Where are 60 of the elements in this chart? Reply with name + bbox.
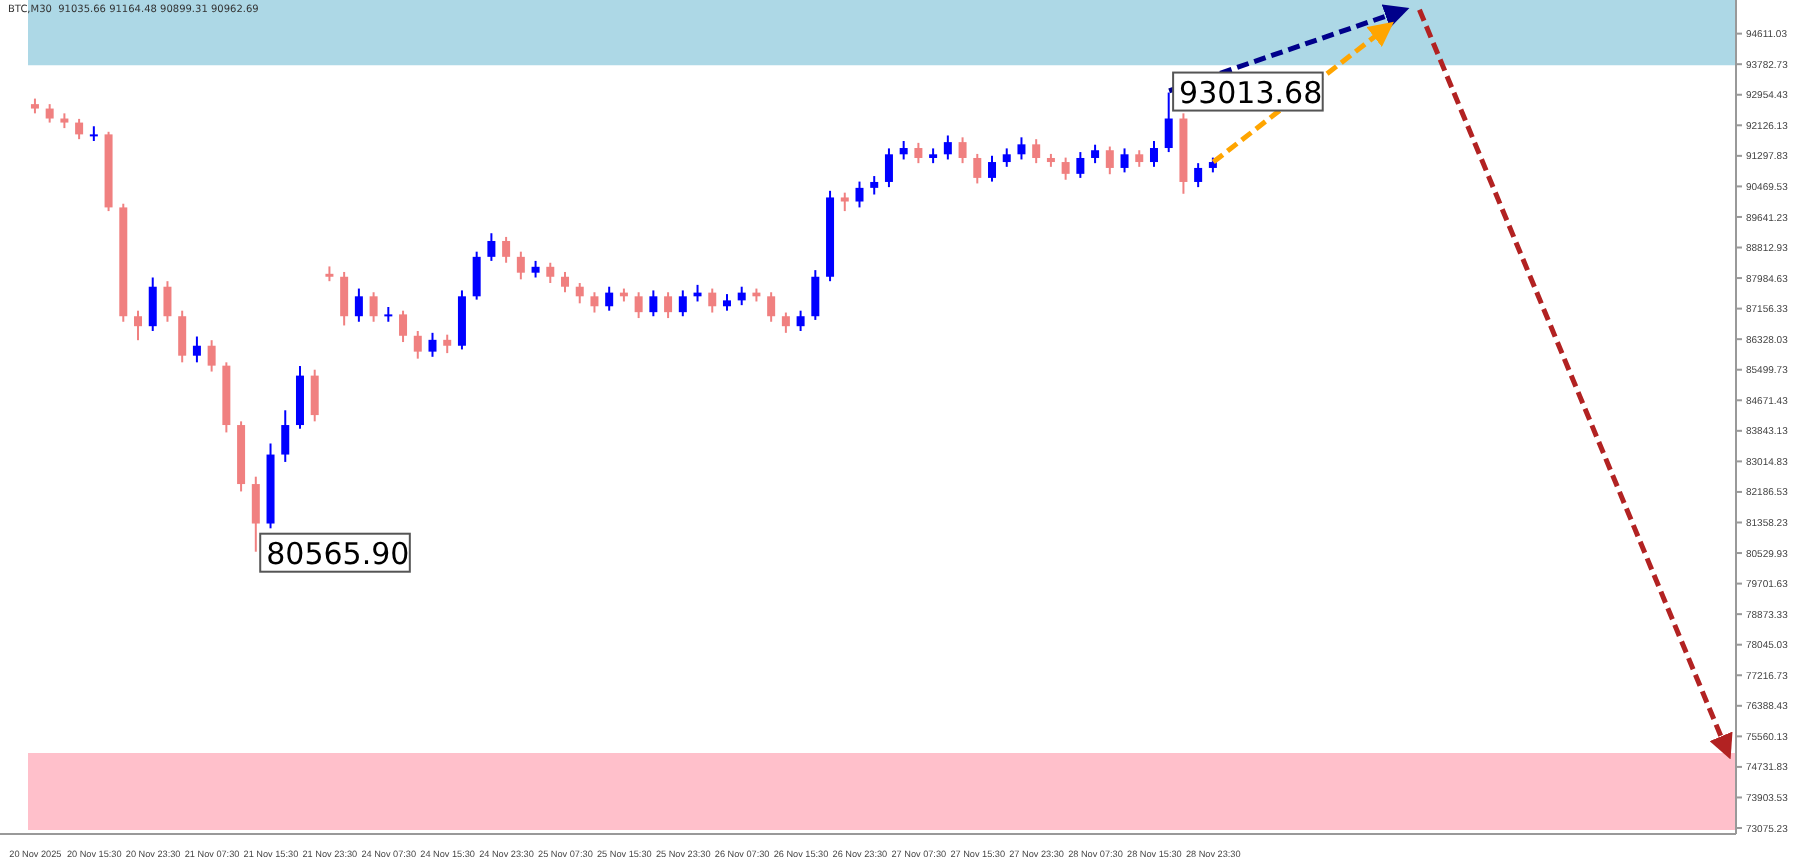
- candlestick: [561, 270, 570, 294]
- candlestick: [472, 250, 481, 301]
- candlestick: [811, 269, 820, 321]
- candlestick: [516, 250, 525, 281]
- candlestick: [1091, 143, 1100, 165]
- candlestick: [590, 291, 599, 314]
- candlestick: [443, 333, 452, 355]
- candlestick: [605, 285, 614, 312]
- candlestick: [354, 287, 363, 323]
- candlestick: [413, 329, 422, 360]
- candlestick: [781, 311, 790, 334]
- candlestick: [340, 270, 349, 327]
- candlestick: [575, 282, 584, 305]
- candlestick: [958, 136, 967, 165]
- candlestick: [988, 154, 997, 183]
- candlestick: [678, 289, 687, 318]
- candlestick: [134, 309, 143, 342]
- candlestick: [767, 291, 776, 323]
- candlestick: [178, 309, 187, 364]
- candlestick: [737, 285, 746, 307]
- candlestick: [870, 175, 879, 196]
- candlestick: [796, 309, 805, 332]
- candlestick: [163, 280, 172, 323]
- candlestick: [428, 331, 437, 358]
- candlestick: [546, 261, 555, 285]
- candlestick: [840, 191, 849, 213]
- candlestick: [369, 291, 378, 323]
- annotation: 80565.90: [266, 535, 410, 572]
- candlestick: [1032, 138, 1041, 165]
- candlestick: [1120, 147, 1129, 174]
- candlestick: [1061, 156, 1070, 181]
- candlestick: [148, 276, 157, 332]
- candlestick: [1194, 162, 1203, 189]
- candlestick: [281, 409, 290, 463]
- candlestick: [973, 152, 982, 185]
- candlestick: [310, 368, 319, 423]
- annotation: 93013.68: [1179, 74, 1323, 111]
- candlestick: [399, 309, 408, 344]
- candlestick: [634, 291, 643, 320]
- candlestick: [855, 180, 864, 209]
- candlestick: [1149, 140, 1158, 168]
- candlestick: [664, 291, 673, 320]
- candlestick: [1002, 147, 1011, 168]
- candlestick: [943, 134, 952, 161]
- candlestick: [502, 235, 511, 264]
- candlestick: [487, 232, 496, 262]
- candlestick: [192, 335, 201, 364]
- candlestick: [207, 339, 216, 373]
- candlestick: [1017, 136, 1026, 161]
- candlestick: [1164, 91, 1173, 154]
- candlestick: [649, 289, 658, 318]
- candlestick: [708, 287, 717, 314]
- candlestick: [884, 147, 893, 189]
- candlestick: [1076, 151, 1085, 179]
- candlestick: [75, 117, 84, 141]
- candlestick: [899, 140, 908, 161]
- candlestick: [1105, 145, 1114, 176]
- candlestick: [914, 141, 923, 165]
- candlestick: [45, 103, 54, 124]
- candlestick: [251, 475, 260, 553]
